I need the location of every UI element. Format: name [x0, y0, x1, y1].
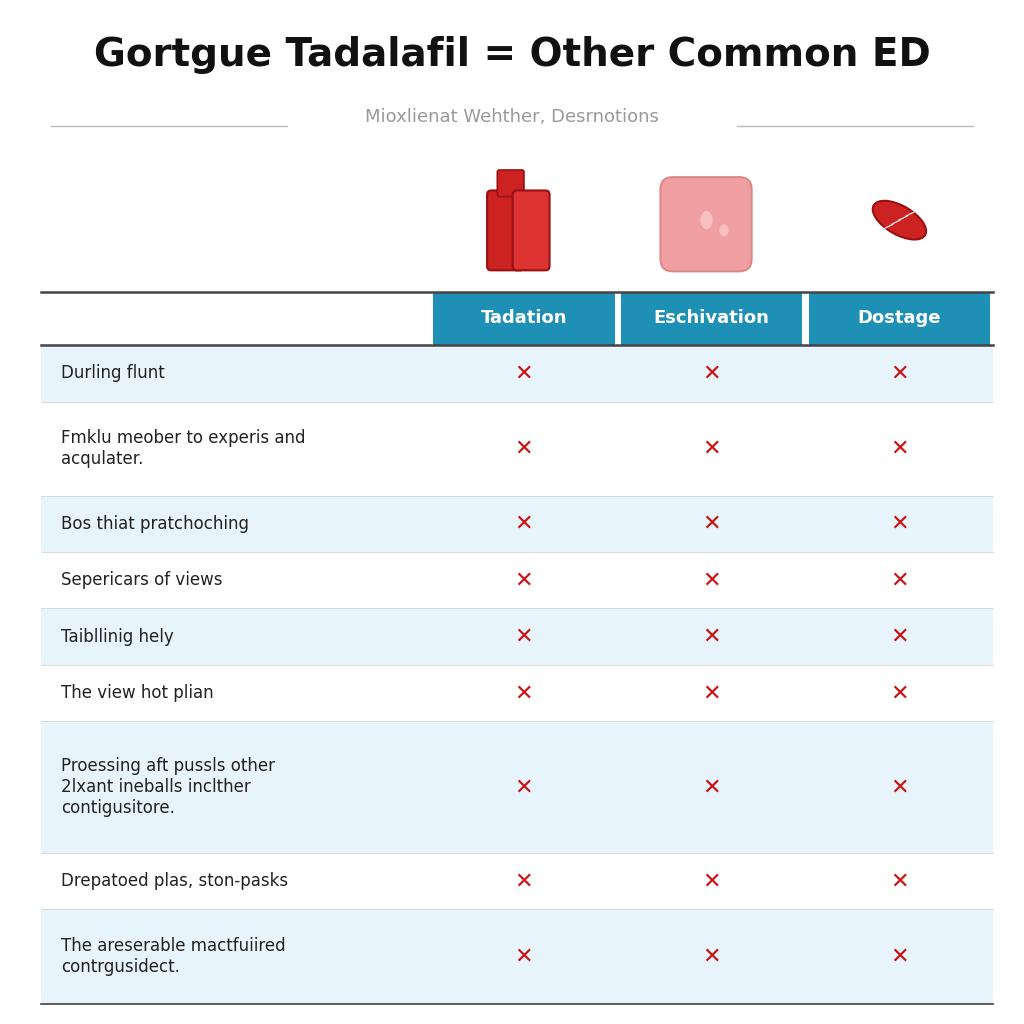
Text: ✕: ✕ — [515, 777, 534, 797]
Text: ✕: ✕ — [515, 627, 534, 647]
Text: Dostage: Dostage — [858, 309, 941, 328]
Text: ✕: ✕ — [890, 438, 908, 459]
FancyBboxPatch shape — [41, 665, 993, 721]
Text: ✕: ✕ — [702, 438, 721, 459]
Text: Durling flunt: Durling flunt — [61, 365, 165, 382]
Text: ✕: ✕ — [702, 777, 721, 797]
Ellipse shape — [719, 224, 728, 237]
FancyBboxPatch shape — [41, 345, 993, 401]
Text: ✕: ✕ — [702, 627, 721, 647]
Text: Sepericars of views: Sepericars of views — [61, 571, 223, 589]
Text: ✕: ✕ — [702, 364, 721, 383]
Text: ✕: ✕ — [890, 777, 908, 797]
FancyBboxPatch shape — [41, 909, 993, 1004]
FancyBboxPatch shape — [513, 190, 550, 270]
Text: The areserable mactfuiired
contrgusidect.: The areserable mactfuiired contrgusidect… — [61, 937, 286, 976]
Ellipse shape — [872, 201, 926, 240]
Text: Gortgue Tadalafil = Other Common ED: Gortgue Tadalafil = Other Common ED — [93, 36, 931, 74]
Text: ✕: ✕ — [702, 683, 721, 703]
Text: ✕: ✕ — [702, 570, 721, 590]
Text: ✕: ✕ — [890, 871, 908, 891]
Text: ✕: ✕ — [890, 946, 908, 967]
FancyBboxPatch shape — [498, 170, 524, 197]
FancyBboxPatch shape — [41, 552, 993, 608]
FancyBboxPatch shape — [660, 177, 752, 271]
Text: ✕: ✕ — [890, 514, 908, 534]
Text: ✕: ✕ — [890, 364, 908, 383]
Text: ✕: ✕ — [702, 946, 721, 967]
FancyBboxPatch shape — [41, 608, 993, 665]
FancyBboxPatch shape — [41, 853, 993, 909]
Text: ✕: ✕ — [890, 683, 908, 703]
Text: ✕: ✕ — [515, 514, 534, 534]
Text: Proessing aft pussls other
2lxant ineballs inclther
contigusitore.: Proessing aft pussls other 2lxant inebal… — [61, 758, 275, 817]
Text: Tadation: Tadation — [480, 309, 567, 328]
FancyBboxPatch shape — [41, 496, 993, 552]
Text: Bos thiat pratchoching: Bos thiat pratchoching — [61, 515, 250, 532]
Text: ✕: ✕ — [515, 946, 534, 967]
FancyBboxPatch shape — [621, 292, 803, 345]
FancyBboxPatch shape — [41, 401, 993, 496]
Text: ✕: ✕ — [515, 570, 534, 590]
Text: The view hot plian: The view hot plian — [61, 684, 214, 702]
Ellipse shape — [700, 211, 713, 229]
Text: ✕: ✕ — [702, 514, 721, 534]
Text: Fmklu meober to experis and
acqulater.: Fmklu meober to experis and acqulater. — [61, 429, 306, 468]
Text: Drepatoed plas, ston-pasks: Drepatoed plas, ston-pasks — [61, 872, 289, 890]
Text: ✕: ✕ — [515, 871, 534, 891]
Text: ✕: ✕ — [702, 871, 721, 891]
Text: ✕: ✕ — [515, 683, 534, 703]
Text: ✕: ✕ — [515, 438, 534, 459]
Text: ✕: ✕ — [890, 627, 908, 647]
Text: Mioxlienat Wehther, Desrnotions: Mioxlienat Wehther, Desrnotions — [366, 108, 658, 126]
Text: ✕: ✕ — [890, 570, 908, 590]
FancyBboxPatch shape — [487, 190, 524, 270]
FancyBboxPatch shape — [41, 721, 993, 853]
Text: Taibllinig hely: Taibllinig hely — [61, 628, 174, 646]
FancyBboxPatch shape — [809, 292, 990, 345]
Text: Eschivation: Eschivation — [653, 309, 770, 328]
Text: ✕: ✕ — [515, 364, 534, 383]
FancyBboxPatch shape — [433, 292, 614, 345]
